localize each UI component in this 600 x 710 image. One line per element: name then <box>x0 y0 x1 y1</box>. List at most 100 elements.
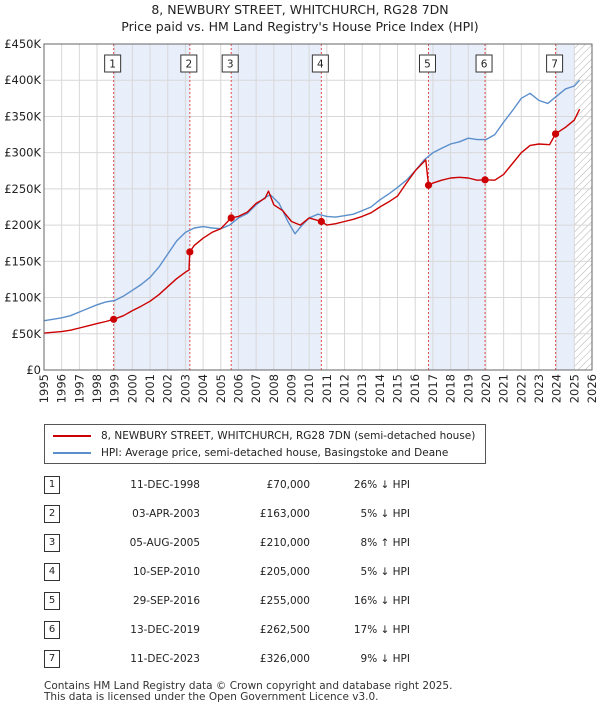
sale-label-box <box>475 54 493 73</box>
table-row: 4 10-SEP-2010 £205,000 5% ↓ HPI <box>44 557 410 586</box>
sale-price: £163,000 <box>259 507 310 520</box>
price-chart: 1 2 3 4 5 6 7 £0 £50K £100K £150K £200K £250K £300K £… <box>4 37 599 403</box>
x-tick-label: 2010 <box>302 374 316 403</box>
sale-label-box <box>180 54 198 73</box>
sale-hpi-diff: 9% ↓ HPI <box>360 652 410 665</box>
legend-item-hpi: HPI: Average price, semi-detached house,… <box>53 445 448 461</box>
sale-number-badge: 2 <box>44 504 60 523</box>
sale-label-box <box>104 54 122 73</box>
sale-date: 05-AUG-2005 <box>129 536 200 549</box>
sale-hpi-diff: 17% ↓ HPI <box>353 623 410 636</box>
table-row: 5 29-SEP-2016 £255,000 16% ↓ HPI <box>44 586 410 615</box>
x-tick-label: 1999 <box>108 374 122 403</box>
sale-marker <box>317 217 325 226</box>
sale-label-box <box>418 54 436 73</box>
x-tick-label: 2022 <box>514 374 528 403</box>
sale-label-text: 2 <box>185 59 192 71</box>
sale-marker <box>424 181 433 189</box>
sale-label-text: 7 <box>551 59 558 71</box>
plot-frame <box>43 43 593 371</box>
footer: Contains HM Land Registry data © Crown c… <box>44 681 452 703</box>
sale-date: 10-SEP-2010 <box>132 565 200 578</box>
x-tick-label: 2003 <box>178 374 192 403</box>
x-tick-label: 2021 <box>497 374 511 403</box>
x-tick-label: 2025 <box>567 374 581 403</box>
ownership-shade <box>555 44 575 370</box>
sale-label-box <box>221 54 239 73</box>
sale-price: £210,000 <box>259 536 310 549</box>
sale-price: £70,000 <box>266 478 310 491</box>
sale-date: 11-DEC-2023 <box>130 652 200 665</box>
x-tick-label: 2015 <box>391 374 405 403</box>
transactions-table: 1 11-DEC-1998 £70,000 26% ↓ HPI 2 03-APR… <box>44 470 410 673</box>
y-tick-label: £150K <box>4 254 41 268</box>
sale-hpi-diff: 26% ↓ HPI <box>353 478 410 491</box>
sale-label-text: 6 <box>481 59 488 71</box>
sale-price: £262,500 <box>259 623 310 636</box>
sale-label-text: 1 <box>109 59 116 71</box>
sale-hpi-diff: 5% ↓ HPI <box>360 565 410 578</box>
footer-license: This data is licensed under the Open Gov… <box>44 691 379 703</box>
x-tick-label: 2006 <box>231 374 245 403</box>
x-tick-label: 2001 <box>143 374 157 403</box>
table-row: 6 13-DEC-2019 £262,500 17% ↓ HPI <box>44 615 410 644</box>
legend-label-hpi: HPI: Average price, semi-detached house,… <box>101 447 449 459</box>
sale-price: £326,000 <box>259 652 310 665</box>
footer-copyright: Contains HM Land Registry data © Crown c… <box>44 680 453 692</box>
sale-date: 11-DEC-1998 <box>130 478 200 491</box>
x-tick-label: 1997 <box>72 374 86 403</box>
x-tick-label: 2023 <box>532 374 546 403</box>
y-tick-label: £50K <box>12 327 42 341</box>
x-tick-label: 2014 <box>373 374 387 403</box>
legend-item-property: 8, NEWBURY STREET, WHITCHURCH, RG28 7DN … <box>53 428 475 444</box>
sale-marker <box>186 248 194 256</box>
sale-date: 03-APR-2003 <box>132 507 200 520</box>
sale-label-text: 4 <box>317 59 324 71</box>
x-tick-label: 2026 <box>585 374 599 403</box>
sale-hpi-diff: 8% ↑ HPI <box>360 536 410 549</box>
x-tick-label: 2007 <box>249 374 263 403</box>
x-tick-label: 2013 <box>355 374 369 403</box>
x-tick-label: 2018 <box>444 374 458 403</box>
sale-date: 13-DEC-2019 <box>130 623 200 636</box>
x-tick-label: 1996 <box>55 374 69 403</box>
sale-marker <box>227 214 235 222</box>
sale-price: £205,000 <box>259 565 310 578</box>
x-tick-label: 2011 <box>320 374 334 403</box>
sale-label-box <box>311 54 329 73</box>
y-tick-label: £250K <box>4 182 41 196</box>
y-tick-label: £300K <box>4 146 41 160</box>
sale-label-text: 3 <box>227 59 234 71</box>
ownership-shade <box>113 44 190 370</box>
x-tick-label: 2017 <box>426 374 440 403</box>
x-tick-label: 2002 <box>161 374 175 403</box>
x-tick-label: 2005 <box>214 374 228 403</box>
x-tick-label: 2009 <box>284 374 298 403</box>
table-row: 1 11-DEC-1998 £70,000 26% ↓ HPI <box>44 470 410 499</box>
chart-subtitle: Price paid vs. HM Land Registry's House … <box>121 19 479 34</box>
x-tick-label: 2004 <box>196 374 210 403</box>
sale-price: £255,000 <box>259 594 310 607</box>
y-tick-label: £200K <box>4 218 41 232</box>
sale-number-badge: 7 <box>44 649 60 668</box>
sale-number-badge: 6 <box>44 620 60 639</box>
sale-number-badge: 5 <box>44 591 60 610</box>
x-tick-label: 2019 <box>461 374 475 403</box>
sale-label-text: 5 <box>424 59 431 71</box>
y-tick-label: £0 <box>26 363 41 377</box>
sale-number-badge: 1 <box>44 475 60 494</box>
x-tick-label: 1998 <box>90 374 104 403</box>
y-tick-label: £100K <box>4 291 41 305</box>
sale-marker <box>551 130 560 138</box>
legend: 8, NEWBURY STREET, WHITCHURCH, RG28 7DN … <box>44 424 486 464</box>
table-row: 3 05-AUG-2005 £210,000 8% ↑ HPI <box>44 528 410 557</box>
sale-number-badge: 4 <box>44 562 60 581</box>
chart-title: 8, NEWBURY STREET, WHITCHURCH, RG28 7DN <box>151 2 449 17</box>
table-row: 7 11-DEC-2023 £326,000 9% ↓ HPI <box>44 644 410 673</box>
x-tick-label: 2008 <box>267 374 281 403</box>
sale-marker <box>110 315 118 323</box>
sale-hpi-diff: 16% ↓ HPI <box>353 594 410 607</box>
legend-swatch-hpi <box>53 452 91 454</box>
legend-label-property: 8, NEWBURY STREET, WHITCHURCH, RG28 7DN … <box>101 430 476 442</box>
sale-marker <box>481 176 489 184</box>
